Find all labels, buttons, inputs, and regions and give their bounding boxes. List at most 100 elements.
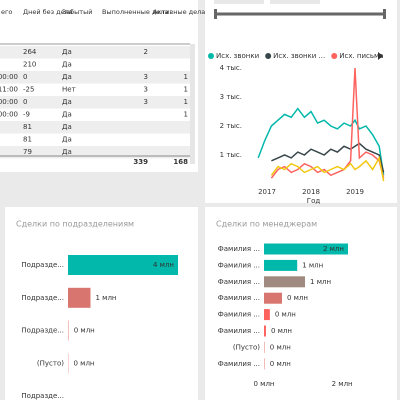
row-stripe: [0, 96, 190, 109]
legend-label: Исх. звонки: [216, 52, 259, 60]
category-label: Подразде...: [21, 261, 64, 269]
bar: [264, 325, 266, 337]
cell: 3: [144, 98, 148, 106]
legend-label: Исх. письма: [339, 52, 383, 60]
category-label: Подразде...: [21, 392, 64, 400]
series-line: [271, 142, 385, 173]
x-tick-label: 2 млн: [332, 380, 353, 388]
table-panel: [0, 0, 198, 172]
cell: -25: [23, 86, 34, 94]
cell: 1: [184, 73, 188, 81]
bar: [68, 255, 178, 275]
column-header: Забытый: [62, 8, 92, 16]
bar: [68, 353, 69, 374]
category-label: (Пусто): [37, 359, 64, 367]
value-label: 1 млн: [96, 294, 117, 302]
slider-knob[interactable]: [383, 9, 386, 19]
x-tick-label: 2019: [346, 188, 364, 196]
series-line: [270, 67, 385, 179]
cell: Да: [62, 73, 72, 81]
value-label: 0 млн: [287, 294, 308, 302]
value-label: 0 млн: [74, 327, 95, 335]
value-label: 2 млн: [323, 245, 344, 253]
bar-panel: [5, 207, 198, 400]
column-header: его: [1, 8, 12, 16]
category-label: (Пусто): [233, 343, 260, 351]
category-label: Фамилия ...: [218, 294, 260, 302]
column-header: Активные дела: [153, 8, 205, 16]
line-panel: [205, 0, 397, 203]
y-tick-label: 3 тыс.: [220, 93, 242, 101]
cell: Да: [62, 148, 72, 156]
value-label: 1 млн: [302, 261, 323, 269]
cell: Да: [62, 61, 72, 69]
value-label: 0 млн: [74, 359, 95, 367]
category-label: Фамилия ...: [218, 327, 260, 335]
value-label: 0 млн: [275, 311, 296, 319]
y-tick-label: 1 тыс.: [220, 151, 242, 159]
cell: -9: [23, 111, 30, 119]
slider-knob[interactable]: [214, 9, 217, 19]
cell: 1: [184, 86, 188, 94]
category-label: Фамилия ...: [218, 261, 260, 269]
cell: 11:00: [0, 86, 18, 94]
category-label: Подразде...: [21, 294, 64, 302]
button[interactable]: [214, 0, 264, 4]
cell: Да: [62, 123, 72, 131]
x-tick-label: 2017: [258, 188, 276, 196]
category-label: Подразде...: [21, 327, 64, 335]
cell: 3: [144, 73, 148, 81]
cell: 00:00: [0, 73, 18, 81]
cell: 264: [23, 48, 37, 56]
cell: 79: [23, 148, 32, 156]
cell: 00:00: [0, 98, 18, 106]
series-line: [257, 107, 385, 176]
cell: Да: [62, 98, 72, 106]
bar: [264, 292, 282, 304]
cell: 3: [144, 86, 148, 94]
value-label: 0 млн: [270, 360, 291, 368]
cell: 0: [23, 98, 27, 106]
category-label: Фамилия ...: [218, 278, 260, 286]
category-label: Фамилия ...: [218, 360, 260, 368]
x-axis-label: Год: [307, 197, 321, 205]
y-tick-label: 2 тыс.: [220, 122, 242, 130]
total: 339: [133, 158, 148, 166]
cell: Да: [62, 111, 72, 119]
scrollbar[interactable]: [190, 44, 195, 164]
value-label: 0 млн: [271, 327, 292, 335]
cell: Да: [62, 136, 72, 144]
column-header: Дней без дела: [23, 8, 73, 16]
bar: [68, 287, 91, 308]
bar: [264, 243, 348, 255]
cell: 0: [23, 73, 27, 81]
cell: Да: [62, 48, 72, 56]
value-label: 0 млн: [270, 343, 291, 351]
y-tick-label: 4 тыс.: [220, 64, 242, 72]
cell: 81: [23, 123, 32, 131]
cell: 81: [23, 136, 32, 144]
button[interactable]: [270, 0, 320, 4]
cell: 210: [23, 61, 36, 69]
chart-title: Сделки по подразделениям: [16, 220, 134, 229]
chart-title: Сделки по менеджерам: [216, 220, 317, 229]
x-tick-label: 2018: [302, 188, 320, 196]
row-stripe: [0, 46, 190, 59]
category-label: Фамилия ...: [218, 245, 260, 253]
legend-arrow[interactable]: [378, 52, 383, 60]
category-label: Фамилия ...: [218, 311, 260, 319]
bar: [264, 259, 298, 271]
bar-panel: [205, 207, 397, 400]
bar: [264, 276, 306, 288]
bar: [264, 358, 265, 370]
cell: 2: [144, 48, 148, 56]
legend-marker: [331, 53, 338, 59]
cell: 1: [184, 98, 188, 106]
bar: [68, 320, 69, 341]
value-label: 1 млн: [310, 278, 331, 286]
legend-marker: [265, 53, 272, 59]
row-stripe: [0, 71, 190, 84]
bar: [264, 341, 265, 353]
